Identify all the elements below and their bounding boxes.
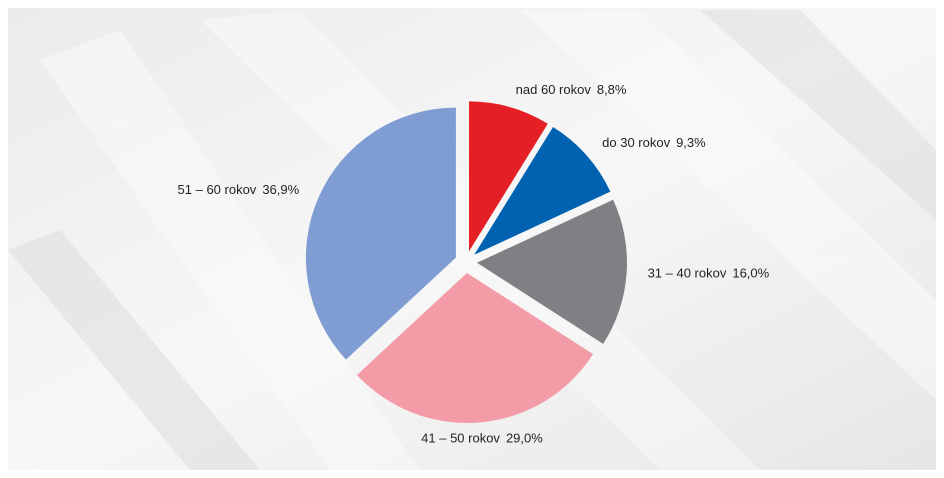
category-label: 31 – 40 rokov	[648, 266, 727, 281]
category-label: do 30 rokov	[602, 135, 670, 150]
background-stripes	[8, 10, 936, 470]
pie-slice	[356, 272, 594, 423]
pie: nad 60 rokov 8,8% do 30 rokov 9,3% 31 – 40 r…	[178, 82, 770, 446]
slice-label: do 30 rokov 9,3%	[602, 135, 706, 150]
pie-slice	[474, 127, 611, 255]
pie-slice	[469, 101, 548, 252]
pie-slice	[305, 107, 456, 360]
value-label: 8,8%	[597, 82, 627, 97]
value-label: 29,0%	[506, 431, 543, 446]
pie-slice	[476, 199, 627, 344]
slice-label: 41 – 50 rokov 29,0%	[421, 431, 543, 446]
slice-label: 31 – 40 rokov 16,0%	[648, 266, 770, 281]
category-label: 41 – 50 rokov	[421, 431, 500, 446]
category-label: 51 – 60 rokov	[178, 182, 257, 197]
slice-label: 51 – 60 rokov 36,9%	[178, 182, 300, 197]
value-label: 36,9%	[262, 182, 299, 197]
slice-label: nad 60 rokov 8,8%	[516, 82, 627, 97]
value-label: 9,3%	[676, 135, 706, 150]
value-label: 16,0%	[732, 266, 769, 281]
category-label: nad 60 rokov	[516, 82, 592, 97]
